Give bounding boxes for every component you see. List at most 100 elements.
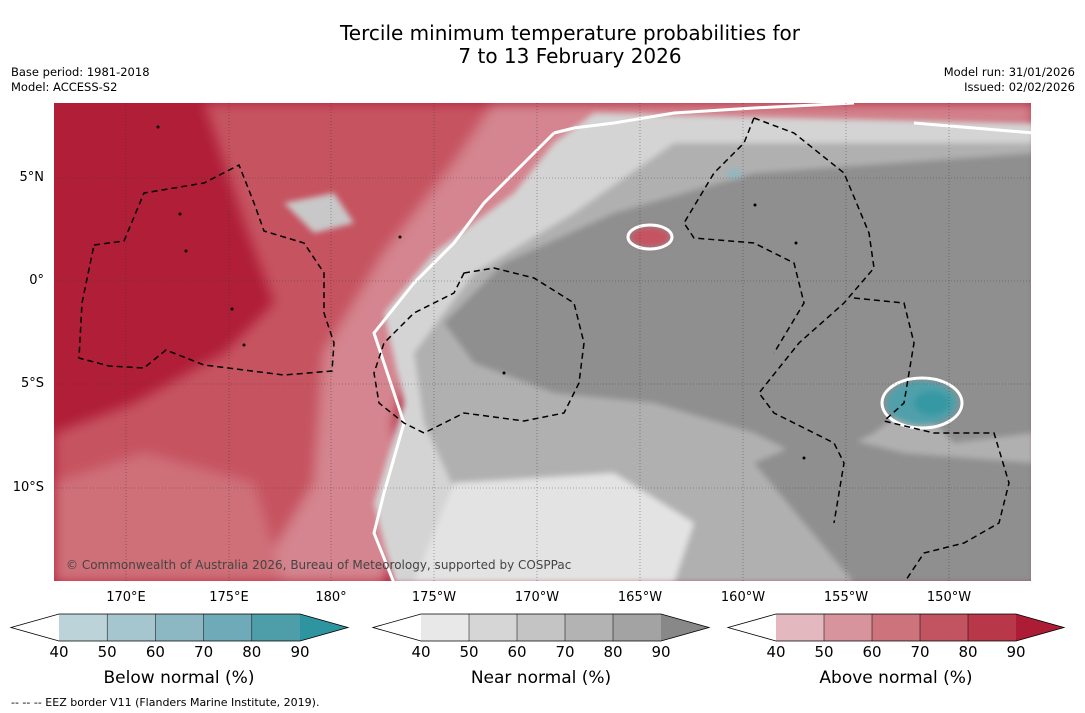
colorbar-above-tick: 50	[814, 643, 834, 661]
colorbar-near-extend-low	[373, 614, 421, 641]
colorbars	[9, 613, 1066, 642]
lon-label-170e: 170°E	[106, 590, 146, 605]
island-speck	[184, 249, 188, 253]
contour-above-patch	[626, 223, 674, 251]
colorbar-above-normal	[726, 613, 1066, 642]
colorbar-below-tick: 90	[290, 643, 310, 661]
colorbar-near-tick: 60	[507, 643, 527, 661]
eez-border-line-north	[683, 117, 805, 354]
eez-border-line-islands	[753, 117, 875, 524]
near-normal-pale-nw	[284, 193, 354, 233]
colorbar-label-below: Below normal (%)	[103, 668, 255, 688]
colorbar-below-normal	[9, 613, 350, 642]
colorbar-below-tick: 70	[194, 643, 214, 661]
eez-border-french-polynesia	[853, 297, 1010, 581]
colorbar-near-segment	[565, 614, 613, 641]
colorbar-label-near: Near normal (%)	[470, 668, 612, 688]
island-speck	[753, 203, 757, 207]
colorbar-label-above: Above normal (%)	[819, 668, 973, 688]
meta-left: Base period: 1981-2018 Model: ACCESS-S2	[11, 65, 150, 95]
island-speck	[230, 307, 234, 311]
colorbar-below-tick: 80	[242, 643, 262, 661]
island-speck	[794, 241, 798, 245]
colorbar-below-outline	[9, 613, 350, 642]
colorbar-near-segment	[517, 614, 565, 641]
colorbar-near-tick: 90	[651, 643, 671, 661]
near-normal-region-dark	[444, 153, 1031, 463]
colorbar-near-extend-high	[661, 614, 709, 641]
probability-map	[54, 103, 1031, 581]
below-normal-patch-small	[726, 170, 742, 178]
lon-label-175e: 175°E	[209, 590, 249, 605]
colorbar-above-tick: 80	[958, 643, 978, 661]
lat-label-5n: 5°N	[19, 170, 45, 185]
colorbar-below-segment	[251, 614, 300, 641]
title-line-1: Tercile minimum temperature probabilitie…	[339, 21, 801, 45]
colorbar-below-segment	[203, 614, 252, 641]
base-period: Base period: 1981-2018	[11, 65, 150, 79]
contour-top-right	[753, 103, 1031, 135]
model-run: Model run: 31/01/2026	[943, 65, 1075, 79]
island-speck	[502, 371, 506, 375]
footer-note: -- -- -- EEZ border V11 (Flanders Marine…	[11, 696, 320, 709]
eez-border-phoenix	[373, 267, 585, 434]
chart-title: Tercile minimum temperature probabilitie…	[0, 22, 1085, 68]
issued-date: Issued: 02/02/2026	[964, 80, 1075, 94]
colorbar-near-segment	[613, 614, 661, 641]
colorbar-near-segment	[421, 614, 469, 641]
meta-right: Model run: 31/01/2026 Issued: 02/02/2026	[944, 65, 1075, 95]
island-speck	[178, 212, 182, 216]
colorbar-below-tick: 50	[97, 643, 117, 661]
colorbar-above-extend-high	[1016, 614, 1064, 641]
contour-below-patch	[880, 376, 964, 430]
contour-near-normal-west	[372, 106, 755, 581]
island-speck	[156, 125, 160, 129]
lon-label-165w: 165°W	[617, 590, 663, 605]
colorbar-below-segment	[155, 614, 204, 641]
colorbar-above-tick: 40	[766, 643, 786, 661]
lon-label-180: 180°	[315, 590, 347, 605]
near-normal-pocket-south	[754, 433, 1031, 581]
colorbar-near-segment	[469, 614, 517, 641]
lat-label-10s: 10°S	[12, 480, 44, 495]
colorbar-below-extend-low	[11, 614, 59, 641]
colorbar-near-tick: 40	[411, 643, 431, 661]
island-speck	[398, 235, 402, 239]
colorbar-above-segment	[776, 614, 824, 641]
lon-label-155w: 155°W	[823, 590, 869, 605]
colorbar-below-tick: 60	[145, 643, 165, 661]
above-normal-patch	[630, 227, 670, 247]
title-line-2: 7 to 13 February 2026	[458, 44, 682, 68]
lat-label-0: 0°	[29, 273, 44, 288]
near-normal-pale-south	[414, 473, 694, 581]
colorbar-below-tick: 40	[49, 643, 69, 661]
lat-label-5s: 5°S	[20, 376, 44, 391]
below-normal-patch-core	[914, 391, 950, 415]
above-normal-southwest	[54, 453, 284, 581]
colorbar-above-tick: 90	[1006, 643, 1026, 661]
colorbar-above-extend-low	[728, 614, 776, 641]
colorbar-near-normal	[371, 613, 711, 642]
lon-label-150w: 150°W	[926, 590, 972, 605]
colorbar-above-tick: 70	[910, 643, 930, 661]
colorbar-near-tick: 80	[603, 643, 623, 661]
colorbar-above-outline	[726, 613, 1066, 642]
colorbar-below-segment	[59, 614, 108, 641]
lon-label-170w: 170°W	[514, 590, 560, 605]
colorbar-above-segment	[824, 614, 872, 641]
island-speck	[802, 456, 806, 460]
colorbar-near-tick: 70	[555, 643, 575, 661]
colorbar-below-extend-high	[300, 614, 348, 641]
above-normal-band-light	[54, 103, 1031, 581]
copyright-text: © Commonwealth of Australia 2026, Bureau…	[66, 558, 572, 572]
colorbar-above-segment	[872, 614, 920, 641]
colorbar-below-segment	[107, 614, 156, 641]
colorbar-above-tick: 60	[862, 643, 882, 661]
above-normal-band-lighter	[255, 103, 1031, 581]
lon-label-175w: 175°W	[411, 590, 457, 605]
colorbar-near-tick: 50	[459, 643, 479, 661]
model-name: Model: ACCESS-S2	[11, 80, 118, 94]
colorbar-above-segment	[920, 614, 968, 641]
lon-label-160w: 160°W	[720, 590, 766, 605]
colorbar-near-outline	[371, 613, 711, 642]
